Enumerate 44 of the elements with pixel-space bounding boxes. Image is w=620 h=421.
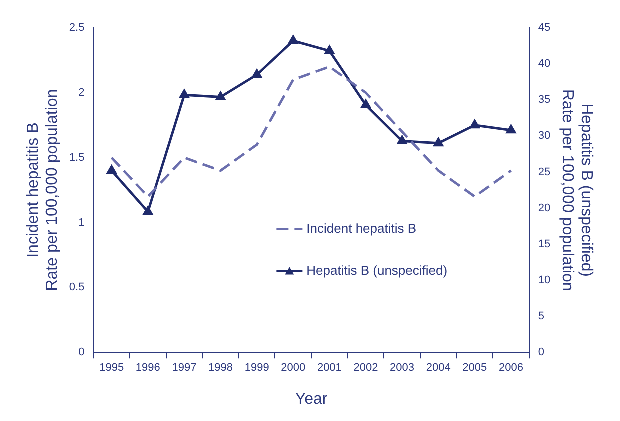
y2-tick-label: 35 [538, 94, 551, 106]
y2-axis-title: Hepatitis B (unspecified) Rate per 100,000 population [558, 89, 595, 292]
y-axis-title: Incident hepatitis B Rate per 100,000 population [25, 89, 62, 292]
x-tick-label: 1997 [172, 362, 197, 374]
point [361, 100, 371, 108]
x-tick-label: 2002 [354, 362, 378, 374]
point [434, 138, 444, 147]
legend-label: Hepatitis B (unspecified) [306, 262, 448, 278]
x-tick-label: 1996 [136, 362, 160, 374]
point [143, 206, 153, 216]
point [180, 90, 190, 98]
legend-label: Incident hepatitis B [306, 220, 417, 236]
point [252, 70, 262, 78]
y2-tick-label: 10 [538, 274, 551, 286]
x-tick-label: 2003 [390, 362, 415, 374]
y-tick-label: 0 [78, 346, 85, 359]
x-axis-title: Year [295, 390, 328, 408]
point [398, 136, 408, 144]
line-series [110, 66, 512, 198]
y-tick-label: 2.5 [69, 22, 85, 34]
y-tick-label: 1.5 [69, 152, 85, 164]
y-tick-label: 1 [78, 216, 85, 229]
y-tick-label: 2 [78, 86, 85, 99]
y2-tick-label: 0 [538, 346, 544, 359]
x-tick-label: 2000 [281, 362, 306, 374]
x-tick-label: 2005 [462, 362, 488, 374]
x-tick-label: 2006 [498, 362, 524, 374]
point [107, 166, 117, 174]
x-tick-label: 1995 [100, 362, 124, 374]
x-tick-label: 2004 [426, 362, 451, 374]
y2-tick-label: 45 [538, 22, 551, 34]
point [324, 46, 334, 54]
y2-tick-label: 40 [538, 58, 551, 70]
point [470, 120, 480, 129]
y2-tick-label: 5 [538, 310, 544, 323]
x-tick-label: 2001 [317, 362, 342, 374]
point [288, 36, 298, 44]
y2-tick-label: 15 [538, 238, 551, 250]
y2-tick-label: 30 [538, 130, 551, 142]
x-tick-label: 1998 [208, 362, 234, 374]
y2-tick-label: 20 [538, 202, 551, 214]
x-tick-label: 1999 [244, 362, 270, 374]
y2-tick-label: 25 [538, 166, 551, 178]
y-tick-label: 0.5 [69, 282, 85, 294]
